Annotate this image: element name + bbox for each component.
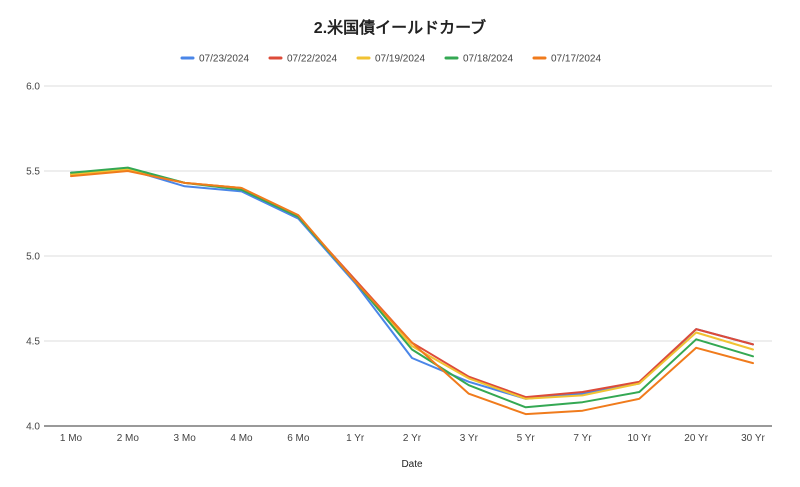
- series-line: [70, 168, 754, 400]
- x-tick-label: 1 Mo: [60, 433, 83, 444]
- x-tick-label: 1 Yr: [346, 433, 365, 444]
- x-tick-label: 3 Mo: [174, 433, 197, 444]
- x-tick-label: 4 Mo: [230, 433, 253, 444]
- legend-label: 07/19/2024: [375, 54, 425, 65]
- y-tick-label: 6.0: [26, 82, 40, 93]
- chart-title: 2.米国債イールドカーブ: [314, 18, 486, 37]
- x-tick-label: 7 Yr: [573, 433, 592, 444]
- legend-label: 07/17/2024: [551, 54, 601, 65]
- x-tick-label: 5 Yr: [517, 433, 536, 444]
- x-tick-label: 2 Mo: [117, 433, 140, 444]
- gridlines: [44, 85, 772, 427]
- legend-item[interactable]: 07/19/2024: [356, 54, 425, 65]
- legend-item[interactable]: 07/23/2024: [180, 54, 249, 65]
- x-axis-ticks: 1 Mo 2 Mo 3 Mo 4 Mo 6 Mo 1 Yr 2 Yr 3 Yr 5 Yr 7 Yr…: [60, 433, 766, 444]
- chart-legend: 07/23/2024 07/22/2024 07/19/2024 07/18/2024…: [180, 54, 601, 65]
- legend-label: 07/22/2024: [287, 54, 337, 65]
- legend-label: 07/18/2024: [463, 54, 513, 65]
- x-tick-label: 2 Yr: [403, 433, 422, 444]
- x-tick-label: 6 Mo: [287, 433, 310, 444]
- legend-item[interactable]: 07/22/2024: [268, 54, 337, 65]
- x-axis-title: Date: [401, 459, 423, 470]
- series-line: [70, 168, 754, 399]
- x-tick-label: 3 Yr: [460, 433, 479, 444]
- y-tick-label: 4.5: [26, 337, 40, 348]
- y-axis-ticks: 4.0 4.5 5.0 5.5 6.0: [26, 82, 40, 433]
- series-line: [70, 170, 754, 416]
- x-tick-label: 20 Yr: [684, 433, 708, 444]
- legend-item[interactable]: 07/18/2024: [444, 54, 513, 65]
- legend-item[interactable]: 07/17/2024: [532, 54, 601, 65]
- y-tick-label: 5.0: [26, 252, 40, 263]
- x-tick-label: 30 Yr: [741, 433, 765, 444]
- y-tick-label: 5.5: [26, 167, 40, 178]
- legend-label: 07/23/2024: [199, 54, 249, 65]
- series-lines: [70, 166, 754, 416]
- y-tick-label: 4.0: [26, 422, 40, 433]
- series-line: [70, 168, 754, 400]
- x-tick-label: 10 Yr: [627, 433, 651, 444]
